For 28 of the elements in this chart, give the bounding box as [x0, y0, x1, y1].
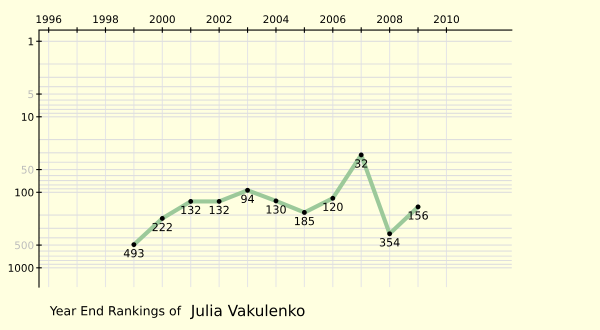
- x-tick-label: 2000: [150, 15, 175, 24]
- data-label: 132: [210, 206, 229, 214]
- data-label: 120: [323, 202, 343, 212]
- data-label: 222: [152, 222, 172, 232]
- text: Year End Rankings of: [50, 306, 182, 318]
- y-tick-label: 10: [22, 113, 34, 121]
- x-tick-label: 1998: [93, 15, 118, 24]
- data-label: 493: [124, 248, 144, 258]
- data-label: 132: [181, 206, 200, 214]
- x-tick-label: 2006: [320, 15, 346, 24]
- x-tick-label: 2010: [434, 15, 460, 24]
- y-tick-label: 1000: [8, 264, 34, 272]
- data-label: 185: [295, 216, 314, 226]
- data-label: 130: [266, 205, 286, 214]
- x-tick-label: 2002: [206, 15, 232, 24]
- x-tick-label: 2008: [377, 15, 402, 24]
- x-tick-label: 2004: [263, 15, 289, 24]
- y-tick-label: 1: [28, 38, 34, 46]
- data-label: 354: [380, 238, 400, 247]
- y-tick-label: 5: [28, 90, 34, 98]
- data-label: 94: [241, 194, 254, 204]
- y-tick-label: 500: [15, 241, 34, 250]
- data-label: 32: [354, 159, 368, 168]
- x-tick-label: 1996: [36, 15, 62, 24]
- y-tick-label: 100: [15, 188, 34, 196]
- y-tick-label: 50: [22, 166, 34, 174]
- text: Julia Vakulenko: [190, 304, 305, 320]
- data-label: 156: [408, 211, 428, 220]
